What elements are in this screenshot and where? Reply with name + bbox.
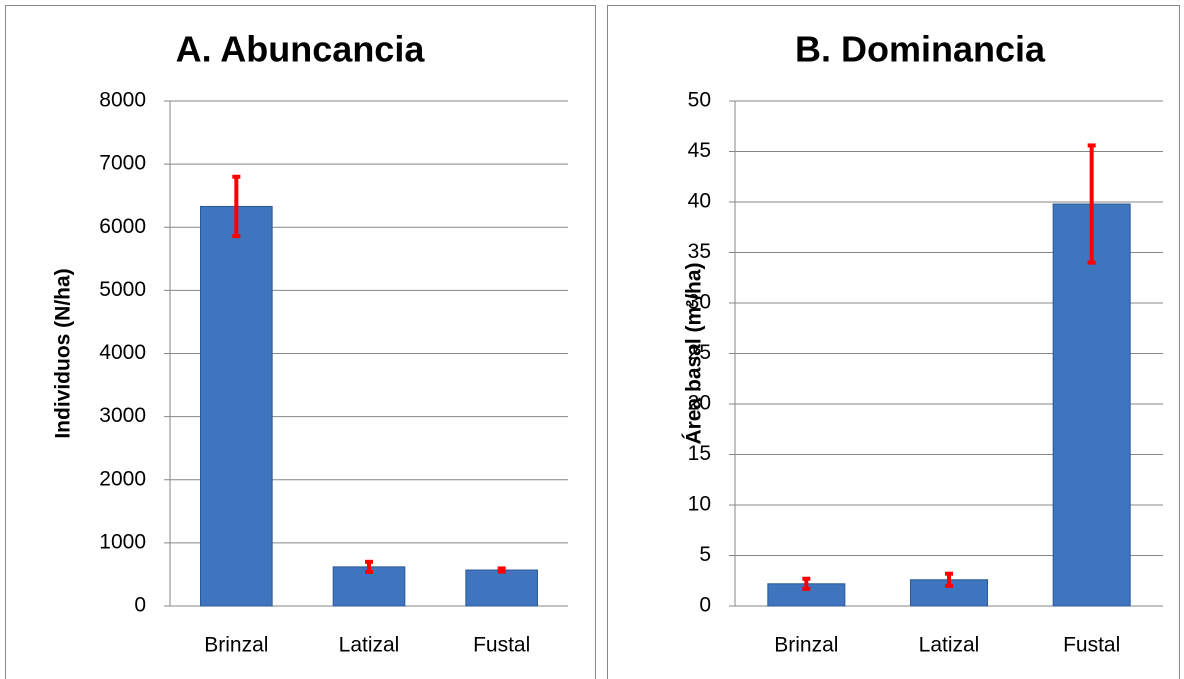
y-tick-label: 25 xyxy=(688,341,711,364)
y-tick-label: 1000 xyxy=(99,530,146,553)
error-bar xyxy=(497,566,506,574)
y-tick-label: 50 xyxy=(688,89,711,112)
y-tick-label: 20 xyxy=(688,392,711,415)
bar xyxy=(1052,203,1131,607)
y-tick-label: 2000 xyxy=(99,467,146,490)
y-axis-label: Individuos (N/ha) xyxy=(52,268,75,438)
y-tick-label: 3000 xyxy=(99,404,146,427)
y-tick-label: 30 xyxy=(688,291,711,314)
y-tick-label: 10 xyxy=(688,493,711,516)
y-tick-label: 6000 xyxy=(99,215,146,238)
y-tick-label: 0 xyxy=(134,594,146,617)
bar xyxy=(465,569,538,607)
y-tick-label: 8000 xyxy=(99,89,146,112)
y-axis-label: Área basal (m²/ha) xyxy=(683,262,706,444)
error-bar xyxy=(365,559,373,574)
error-bar xyxy=(802,576,811,591)
y-tick-label: 35 xyxy=(688,240,711,263)
error-bar xyxy=(1087,143,1096,265)
error-bar xyxy=(945,571,953,588)
x-tick-label: Fustal xyxy=(473,634,530,657)
y-tick-label: 15 xyxy=(688,442,711,465)
y-tick-label: 0 xyxy=(699,594,711,617)
y-tick-label: 7000 xyxy=(99,152,146,175)
y-tick-label: 40 xyxy=(688,190,711,213)
panel-border xyxy=(5,5,596,679)
bar xyxy=(200,205,273,607)
x-tick-label: Brinzal xyxy=(774,634,838,657)
chart-title: B. Dominancia xyxy=(795,29,1046,70)
chart-title: A. Abuncancia xyxy=(176,29,426,70)
x-tick-label: Brinzal xyxy=(204,634,268,657)
x-tick-label: Latizal xyxy=(339,634,400,657)
y-tick-label: 5 xyxy=(699,543,711,566)
x-tick-label: Latizal xyxy=(919,634,980,657)
y-tick-label: 4000 xyxy=(99,341,146,364)
error-bar xyxy=(232,174,241,239)
x-tick-label: Fustal xyxy=(1063,634,1120,657)
y-tick-label: 5000 xyxy=(99,278,146,301)
y-tick-label: 45 xyxy=(688,139,711,162)
panel-border xyxy=(607,5,1180,679)
